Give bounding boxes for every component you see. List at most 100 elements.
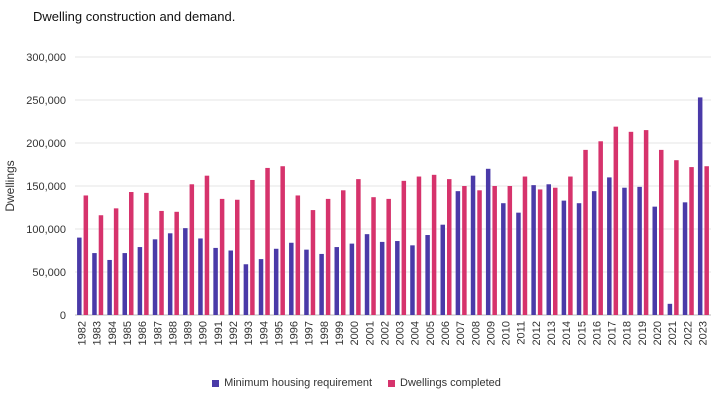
bar-dwellings-completed [341, 190, 346, 315]
bar-minimum-requirement [289, 242, 294, 315]
y-tick-label: 300,000 [26, 52, 66, 64]
bar-minimum-requirement [152, 239, 158, 315]
x-tick-label: 1982 [77, 321, 89, 345]
x-tick-label: 2003 [395, 321, 407, 345]
bar-dwellings-completed [189, 184, 195, 315]
x-tick-label: 1990 [198, 321, 210, 345]
bar-dwellings-completed [83, 195, 89, 315]
x-tick-label: 2008 [470, 321, 482, 345]
bar-dwellings-completed [416, 176, 422, 315]
bar-minimum-requirement [667, 303, 673, 315]
bar-minimum-requirement [485, 168, 491, 315]
bar-dwellings-completed [492, 186, 497, 315]
legend-label-series-1: Dwellings completed [400, 377, 501, 389]
x-tick-label: 1993 [243, 321, 255, 345]
bar-minimum-requirement [304, 249, 309, 315]
bar-dwellings-completed [659, 149, 664, 315]
bar-dwellings-completed [356, 179, 361, 315]
bar-minimum-requirement [561, 200, 567, 315]
x-tick-label: 2016 [591, 321, 603, 345]
x-tick-label: 2018 [622, 321, 634, 345]
bar-minimum-requirement [198, 238, 203, 315]
bar-dwellings-completed [507, 186, 513, 315]
x-tick-label: 1997 [304, 321, 316, 345]
bar-minimum-requirement [183, 228, 188, 315]
legend-swatch-series-0 [212, 379, 220, 387]
bar-dwellings-completed [553, 187, 558, 315]
y-tick-label: 50,000 [32, 267, 66, 279]
bar-minimum-requirement [213, 247, 218, 315]
bar-minimum-requirement [531, 185, 536, 315]
bar-minimum-requirement [697, 97, 703, 315]
x-tick-label: 2009 [485, 321, 497, 345]
bar-dwellings-completed [113, 208, 119, 315]
y-tick-label: 150,000 [26, 181, 66, 193]
bar-minimum-requirement [273, 248, 279, 315]
y-tick-label: 0 [60, 310, 66, 322]
bar-dwellings-completed [674, 160, 679, 315]
bar-dwellings-completed [280, 166, 285, 315]
x-tick-label: 2000 [349, 321, 361, 345]
y-axis-label: Dwellings [3, 160, 17, 211]
bar-minimum-requirement [334, 247, 339, 315]
bar-dwellings-completed [598, 141, 603, 315]
bar-dwellings-completed [371, 197, 376, 315]
x-tick-label: 2010 [501, 321, 513, 345]
bar-minimum-requirement [77, 237, 82, 315]
bar-minimum-requirement [228, 250, 233, 315]
bar-minimum-requirement [364, 234, 370, 315]
bar-minimum-requirement [349, 243, 355, 315]
bar-dwellings-completed [204, 175, 210, 315]
bar-minimum-requirement [607, 177, 612, 315]
bar-dwellings-completed [583, 149, 588, 315]
y-tick-label: 100,000 [26, 224, 66, 236]
bar-minimum-requirement [576, 203, 582, 315]
bar-minimum-requirement [395, 241, 400, 315]
x-tick-label: 2004 [410, 321, 422, 345]
bar-dwellings-completed [250, 179, 255, 315]
bar-dwellings-completed [295, 195, 301, 315]
x-tick-label: 1989 [183, 321, 195, 345]
bar-minimum-requirement [440, 224, 445, 315]
bar-minimum-requirement [379, 241, 385, 315]
bar-minimum-requirement [622, 187, 627, 315]
legend-item-series-0[interactable]: Minimum housing requirement [212, 377, 372, 389]
bar-minimum-requirement [682, 202, 688, 315]
x-tick-label: 1998 [319, 321, 331, 345]
x-tick-label: 1991 [213, 321, 225, 345]
bar-minimum-requirement [546, 184, 551, 315]
legend-item-series-1[interactable]: Dwellings completed [388, 377, 501, 389]
x-tick-label: 2015 [576, 321, 588, 345]
x-tick-label: 2011 [516, 321, 528, 345]
bar-dwellings-completed [704, 166, 709, 315]
bar-minimum-requirement [516, 212, 521, 315]
legend-swatch-series-1 [388, 379, 396, 387]
bar-minimum-requirement [591, 191, 597, 315]
x-tick-label: 2006 [440, 321, 452, 345]
bar-minimum-requirement [137, 247, 143, 315]
y-tick-label: 200,000 [26, 138, 66, 150]
x-tick-label: 1987 [152, 321, 164, 345]
x-tick-label: 1992 [228, 321, 240, 345]
bar-minimum-requirement [122, 253, 127, 315]
x-tick-label: 1983 [92, 321, 104, 345]
bar-dwellings-completed [643, 130, 649, 315]
bar-dwellings-completed [265, 167, 270, 315]
bar-minimum-requirement [425, 235, 430, 315]
x-tick-label: 1994 [258, 321, 270, 345]
bar-minimum-requirement [92, 253, 97, 315]
bar-minimum-requirement [470, 175, 476, 315]
bar-dwellings-completed [628, 131, 634, 315]
bar-minimum-requirement [243, 264, 249, 315]
x-tick-label: 2007 [455, 321, 467, 345]
x-tick-label: 1988 [167, 321, 179, 345]
bar-minimum-requirement [319, 253, 324, 315]
bar-dwellings-completed [447, 179, 452, 315]
x-tick-label: 2023 [697, 321, 709, 345]
x-tick-label: 1999 [334, 321, 346, 345]
legend-label-series-0: Minimum housing requirement [224, 377, 373, 389]
bar-minimum-requirement [167, 233, 173, 315]
x-tick-label: 2012 [531, 321, 543, 345]
x-tick-label: 2014 [561, 321, 573, 345]
